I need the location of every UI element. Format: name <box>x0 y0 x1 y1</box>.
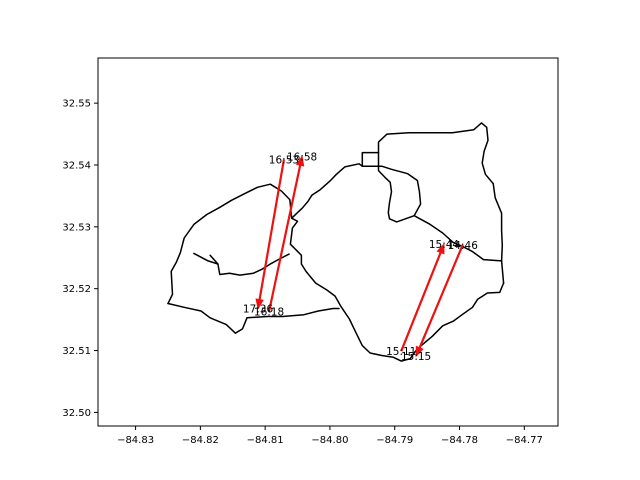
plot-frame <box>97 57 559 427</box>
x-tick-label: −84.80 <box>311 435 348 446</box>
arrow-shaft <box>418 244 464 349</box>
arrow-head <box>415 345 424 358</box>
neighborhood-boundaries <box>167 122 505 362</box>
x-tick-label: −84.78 <box>441 435 478 446</box>
arrow-start-label: 16:18 <box>254 307 284 319</box>
arrow-shaft <box>258 159 286 300</box>
x-tick-label: −84.81 <box>247 435 284 446</box>
boundary-line <box>209 254 219 265</box>
x-tick-label: −84.83 <box>117 435 154 446</box>
x-axis: −84.83 −84.82 −84.81 −84.80 −84.79 −84.78 −84.… <box>117 426 543 446</box>
y-tick-label: 32.53 <box>62 222 91 233</box>
x-tick-label: −84.77 <box>506 435 543 446</box>
x-tick-label: −84.82 <box>182 435 219 446</box>
arrow-shaft <box>267 164 302 312</box>
arrow-start-label: 14:46 <box>448 240 479 252</box>
boundary-line <box>290 122 505 284</box>
y-axis: 32.50 32.51 32.52 32.53 32.54 32.55 <box>62 99 98 419</box>
arrow-end-label: 15:44 <box>429 239 460 251</box>
arrow-shaft <box>400 252 442 352</box>
movement-arrows <box>255 154 464 358</box>
arrow-end-label: 17:36 <box>243 303 274 315</box>
y-tick-label: 32.51 <box>62 346 91 357</box>
y-tick-label: 32.50 <box>62 408 91 419</box>
y-tick-label: 32.55 <box>62 99 91 110</box>
arrow-end-label: 16:58 <box>287 151 317 163</box>
arrow-start-label: 16:53 <box>269 154 299 166</box>
boundary-line <box>413 214 503 262</box>
y-tick-label: 32.54 <box>62 160 91 171</box>
arrow-head <box>436 242 445 255</box>
y-tick-label: 32.52 <box>62 284 91 295</box>
arrow-head <box>295 154 305 167</box>
boundary-line <box>361 151 422 223</box>
arrow-head <box>255 298 264 310</box>
boundary-line <box>167 302 340 334</box>
arrow-start-label: 15:11 <box>386 346 416 358</box>
boundary-line <box>167 183 505 362</box>
boundary-line <box>193 252 290 276</box>
x-tick-label: −84.79 <box>376 435 413 446</box>
arrow-end-label: 15:15 <box>401 351 431 363</box>
